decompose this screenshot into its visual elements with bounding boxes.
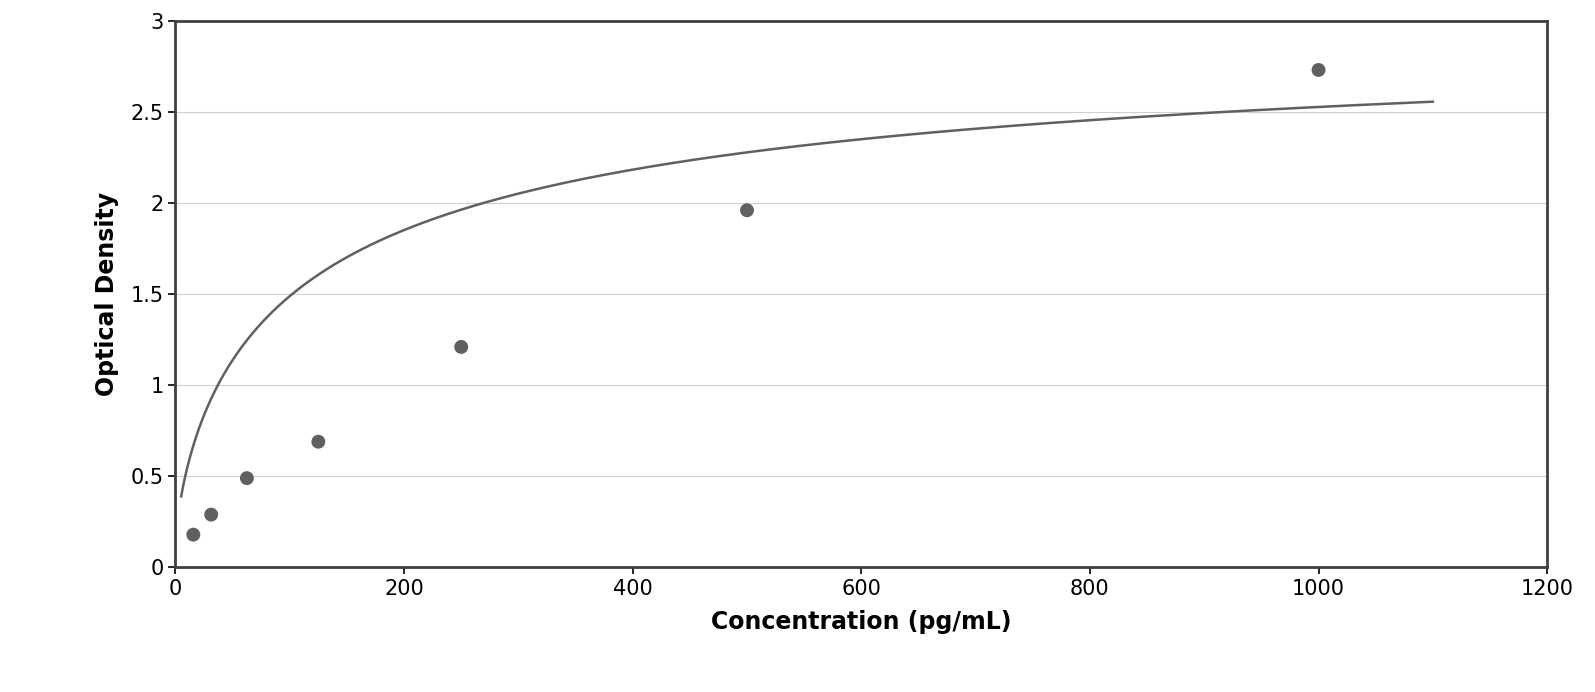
Point <box>180 529 206 540</box>
X-axis label: Concentration (pg/mL): Concentration (pg/mL) <box>711 610 1011 635</box>
Point <box>234 473 260 484</box>
Point <box>198 509 223 520</box>
Point <box>448 341 474 352</box>
Point <box>734 205 759 216</box>
Point <box>306 436 332 447</box>
Point <box>1306 64 1332 75</box>
Y-axis label: Optical Density: Optical Density <box>96 192 120 396</box>
